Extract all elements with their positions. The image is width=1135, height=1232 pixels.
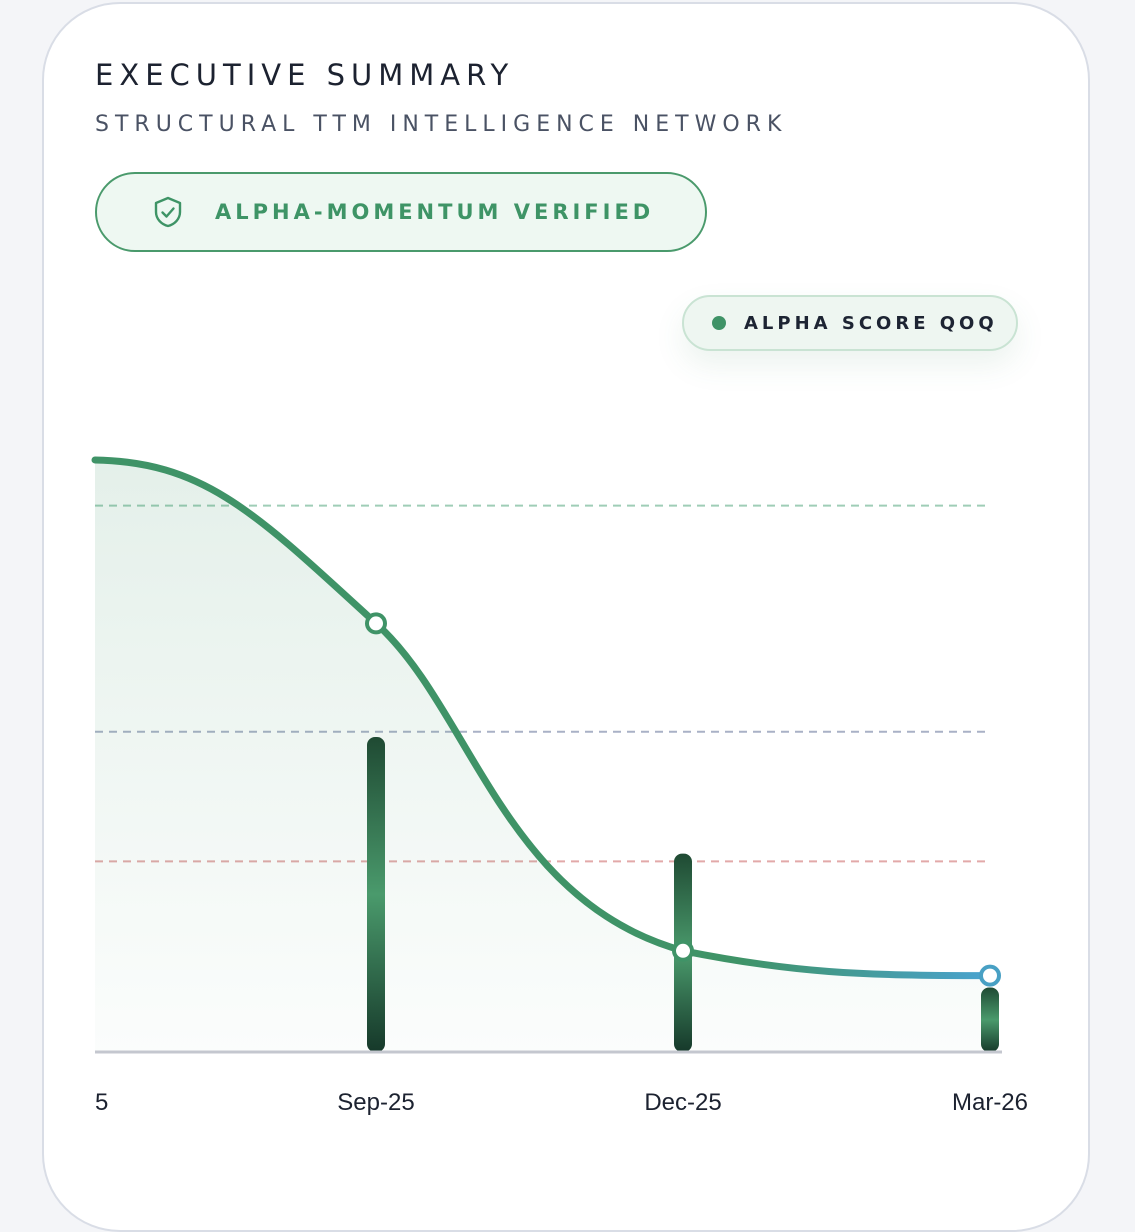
point-sep-25 [365, 612, 387, 635]
chart-legend: ALPHA SCORE QOQ [682, 295, 1018, 351]
series-area [95, 460, 990, 1052]
page-subtitle: STRUCTURAL TTM INTELLIGENCE NETWORK [95, 112, 788, 137]
bar-mar-26 [981, 987, 999, 1052]
page-title: EXECUTIVE SUMMARY [95, 58, 515, 92]
badge-label: ALPHA-MOMENTUM VERIFIED [215, 200, 655, 224]
shield-check-icon [151, 195, 185, 229]
point-dec-25 [672, 939, 694, 962]
legend-dot [712, 316, 726, 330]
legend-label: ALPHA SCORE QOQ [744, 312, 998, 334]
x-tick-label: Mar-26 [952, 1089, 1028, 1116]
verification-badge: ALPHA-MOMENTUM VERIFIED [95, 172, 707, 252]
alpha-score-chart: 5 Sep-25 Dec-25 Mar-26 [91, 456, 1028, 1116]
x-tick-label: 5 [95, 1089, 108, 1116]
bar-sep-25 [367, 737, 385, 1052]
series-line [91, 456, 994, 980]
point-mar-26 [979, 964, 1001, 987]
x-tick-label: Dec-25 [644, 1089, 721, 1116]
x-tick-label: Sep-25 [337, 1089, 414, 1116]
